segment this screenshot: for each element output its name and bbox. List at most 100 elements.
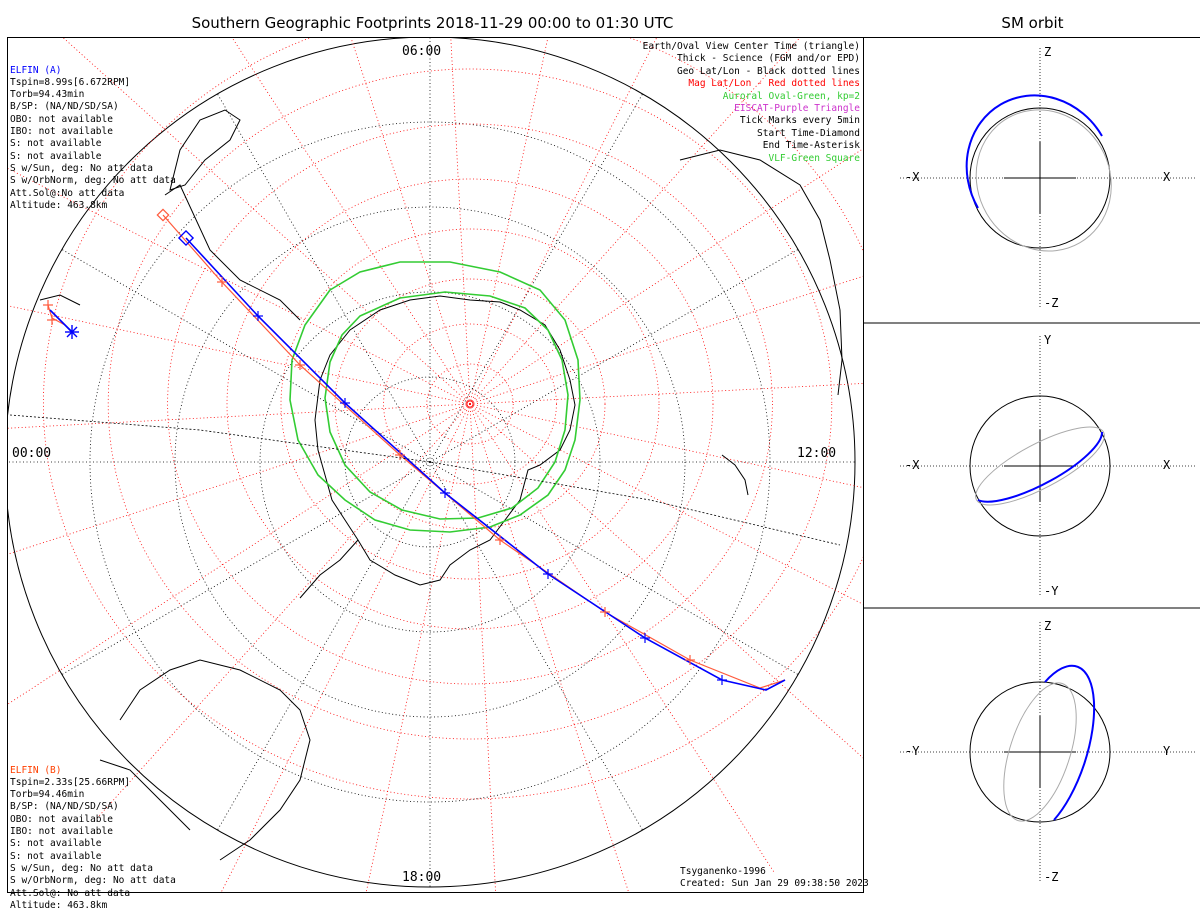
legend-entry: EISCAT-Purple Triangle: [734, 103, 860, 115]
tick-mark: [600, 607, 610, 617]
mag-lon-line: [350, 38, 471, 405]
orbit-path-gray: [1003, 682, 1077, 822]
mag-grid: [8, 38, 863, 892]
mag-lat-circle: [226, 178, 714, 630]
new-zealand: [721, 454, 749, 496]
geo-lat-circle: [259, 291, 601, 633]
mag-lat-circle: [167, 123, 773, 685]
orbit-panel-1: [900, 48, 1195, 308]
axis-label-top: Z: [1044, 619, 1052, 633]
madagascar: [164, 184, 301, 321]
auroral-oval-inner: [324, 291, 569, 520]
orbit-panels-frame: [864, 37, 1200, 893]
antarctica-coast: [314, 295, 576, 586]
elfin-a-line: Tspin=8.99s[6.672RPM]: [10, 76, 131, 88]
elfin-b-line: Altitude: 463.8km: [10, 899, 108, 911]
elfin-a-line: IBO: not available: [10, 126, 113, 138]
axis-label-bottom: -Z: [1044, 870, 1059, 884]
mag-lon-line: [469, 403, 863, 488]
legend-entry: Geo Lat/Lon - Black dotted lines: [676, 65, 860, 77]
geo-lon-line: [429, 93, 643, 463]
elfin-b-name: ELFIN (B): [10, 764, 62, 776]
hour-label-left: 00:00: [12, 446, 52, 461]
mag-lon-line: [231, 38, 471, 405]
mag-lat-circle: [334, 278, 606, 530]
orbit-path-blue: [977, 431, 1104, 503]
axis-label-left: -X: [905, 170, 920, 184]
south-america-west: [99, 759, 191, 831]
geo-lon-line: [217, 461, 431, 831]
south-america-coast: [119, 659, 311, 861]
orbit-panel-2: [900, 336, 1195, 596]
tick-mark: [253, 311, 263, 321]
elfin-a-line: S w/Sun, deg: No att data: [10, 162, 153, 174]
earth-circle: [969, 681, 1111, 823]
axis-label-top: Y: [1044, 333, 1052, 347]
mag-lon-line: [8, 168, 471, 405]
elfin-a-name: ELFIN (A): [10, 64, 62, 76]
axis-label-right: X: [1163, 458, 1171, 472]
orbit-path-blue: [1044, 664, 1096, 821]
mag-lon-line: [8, 305, 471, 405]
elfin-b-line: B/SP: (NA/ND/SD/SA): [10, 801, 119, 813]
mag-pole-marker: [466, 400, 474, 408]
elfin-a-line: Att.Sol@:No att data: [10, 187, 125, 199]
australia-coast: [679, 149, 843, 396]
axis-label-left: -X: [905, 458, 920, 472]
geo-lon-line: [61, 461, 431, 675]
hour-label-right: 12:00: [797, 446, 837, 461]
orbit-path-blue: [965, 94, 1103, 209]
legend-entry: End Time-Asterisk: [762, 140, 860, 152]
axis-label-right: X: [1163, 170, 1171, 184]
mag-lon-line: [469, 403, 629, 892]
geo-lat-circle: [174, 206, 686, 718]
tick-marks: [43, 277, 727, 685]
axis-label-bottom: -Y: [1044, 584, 1059, 598]
elfin-b-line: S: not available: [10, 850, 102, 862]
elfin-a-start-diamond: [177, 229, 195, 247]
elfin-a-line: Torb=94.43min: [10, 89, 85, 101]
tick-mark: [47, 315, 57, 325]
mag-lat-circle: [107, 68, 833, 740]
geo-lon-line: [429, 249, 799, 463]
mag-lon-line: [469, 38, 801, 405]
footprint-map: [8, 38, 863, 892]
mag-lat-circle: [383, 323, 557, 485]
elfin-b-line: IBO: not available: [10, 826, 113, 838]
elfin-b-line: S w/OrbNorm, deg: No att data: [10, 875, 176, 887]
tick-mark: [295, 360, 305, 370]
tick-mark: [640, 633, 650, 643]
axis-label-right: Y: [1163, 744, 1171, 758]
axis-label-top: Z: [1044, 45, 1052, 59]
mag-lon-line: [469, 403, 776, 874]
geo-lon-line: [217, 93, 431, 463]
orbit-path-gray: [975, 109, 1112, 252]
created-timestamp: Created: Sun Jan 29 09:38:50 2023: [680, 878, 869, 889]
geo-lon-line: [429, 461, 799, 675]
elfin-a-line: S: not available: [10, 150, 102, 162]
mag-lon-line: [62, 38, 471, 405]
footprint-map-frame: [7, 37, 864, 893]
africa-coast: [169, 109, 241, 191]
legend: Earth/Oval View Center Time (triangle) Th…: [643, 41, 860, 165]
mag-lon-line: [469, 38, 549, 405]
credit-block: Tsyganenko-1996 Created: Sun Jan 29 09:3…: [680, 866, 869, 890]
islands-west: [39, 294, 81, 306]
tick-mark: [340, 398, 350, 408]
elfin-b-line: Att.Sol@: No att data: [10, 887, 131, 899]
elfin-a-line: B/SP: (NA/ND/SD/SA): [10, 101, 119, 113]
elfin-b-line: Tspin=2.33s[25.66RPM]: [10, 776, 131, 788]
tick-mark: [217, 277, 227, 287]
tick-mark: [717, 675, 727, 685]
axis-label-bottom: -Z: [1044, 296, 1059, 310]
orbit-path-gray: [975, 426, 1105, 506]
mag-lat-circle: [426, 363, 514, 445]
mag-lon-line: [365, 403, 471, 892]
orbit-panel-3: [900, 622, 1195, 882]
elfin-a-line: OBO: not available: [10, 113, 113, 125]
tick-mark: [43, 300, 53, 310]
mag-lat-circle: [280, 228, 660, 580]
tick-mark: [395, 450, 405, 460]
mag-lon-line: [469, 275, 863, 405]
elfin-a-line: S w/OrbNorm, deg: No att data: [10, 175, 176, 187]
